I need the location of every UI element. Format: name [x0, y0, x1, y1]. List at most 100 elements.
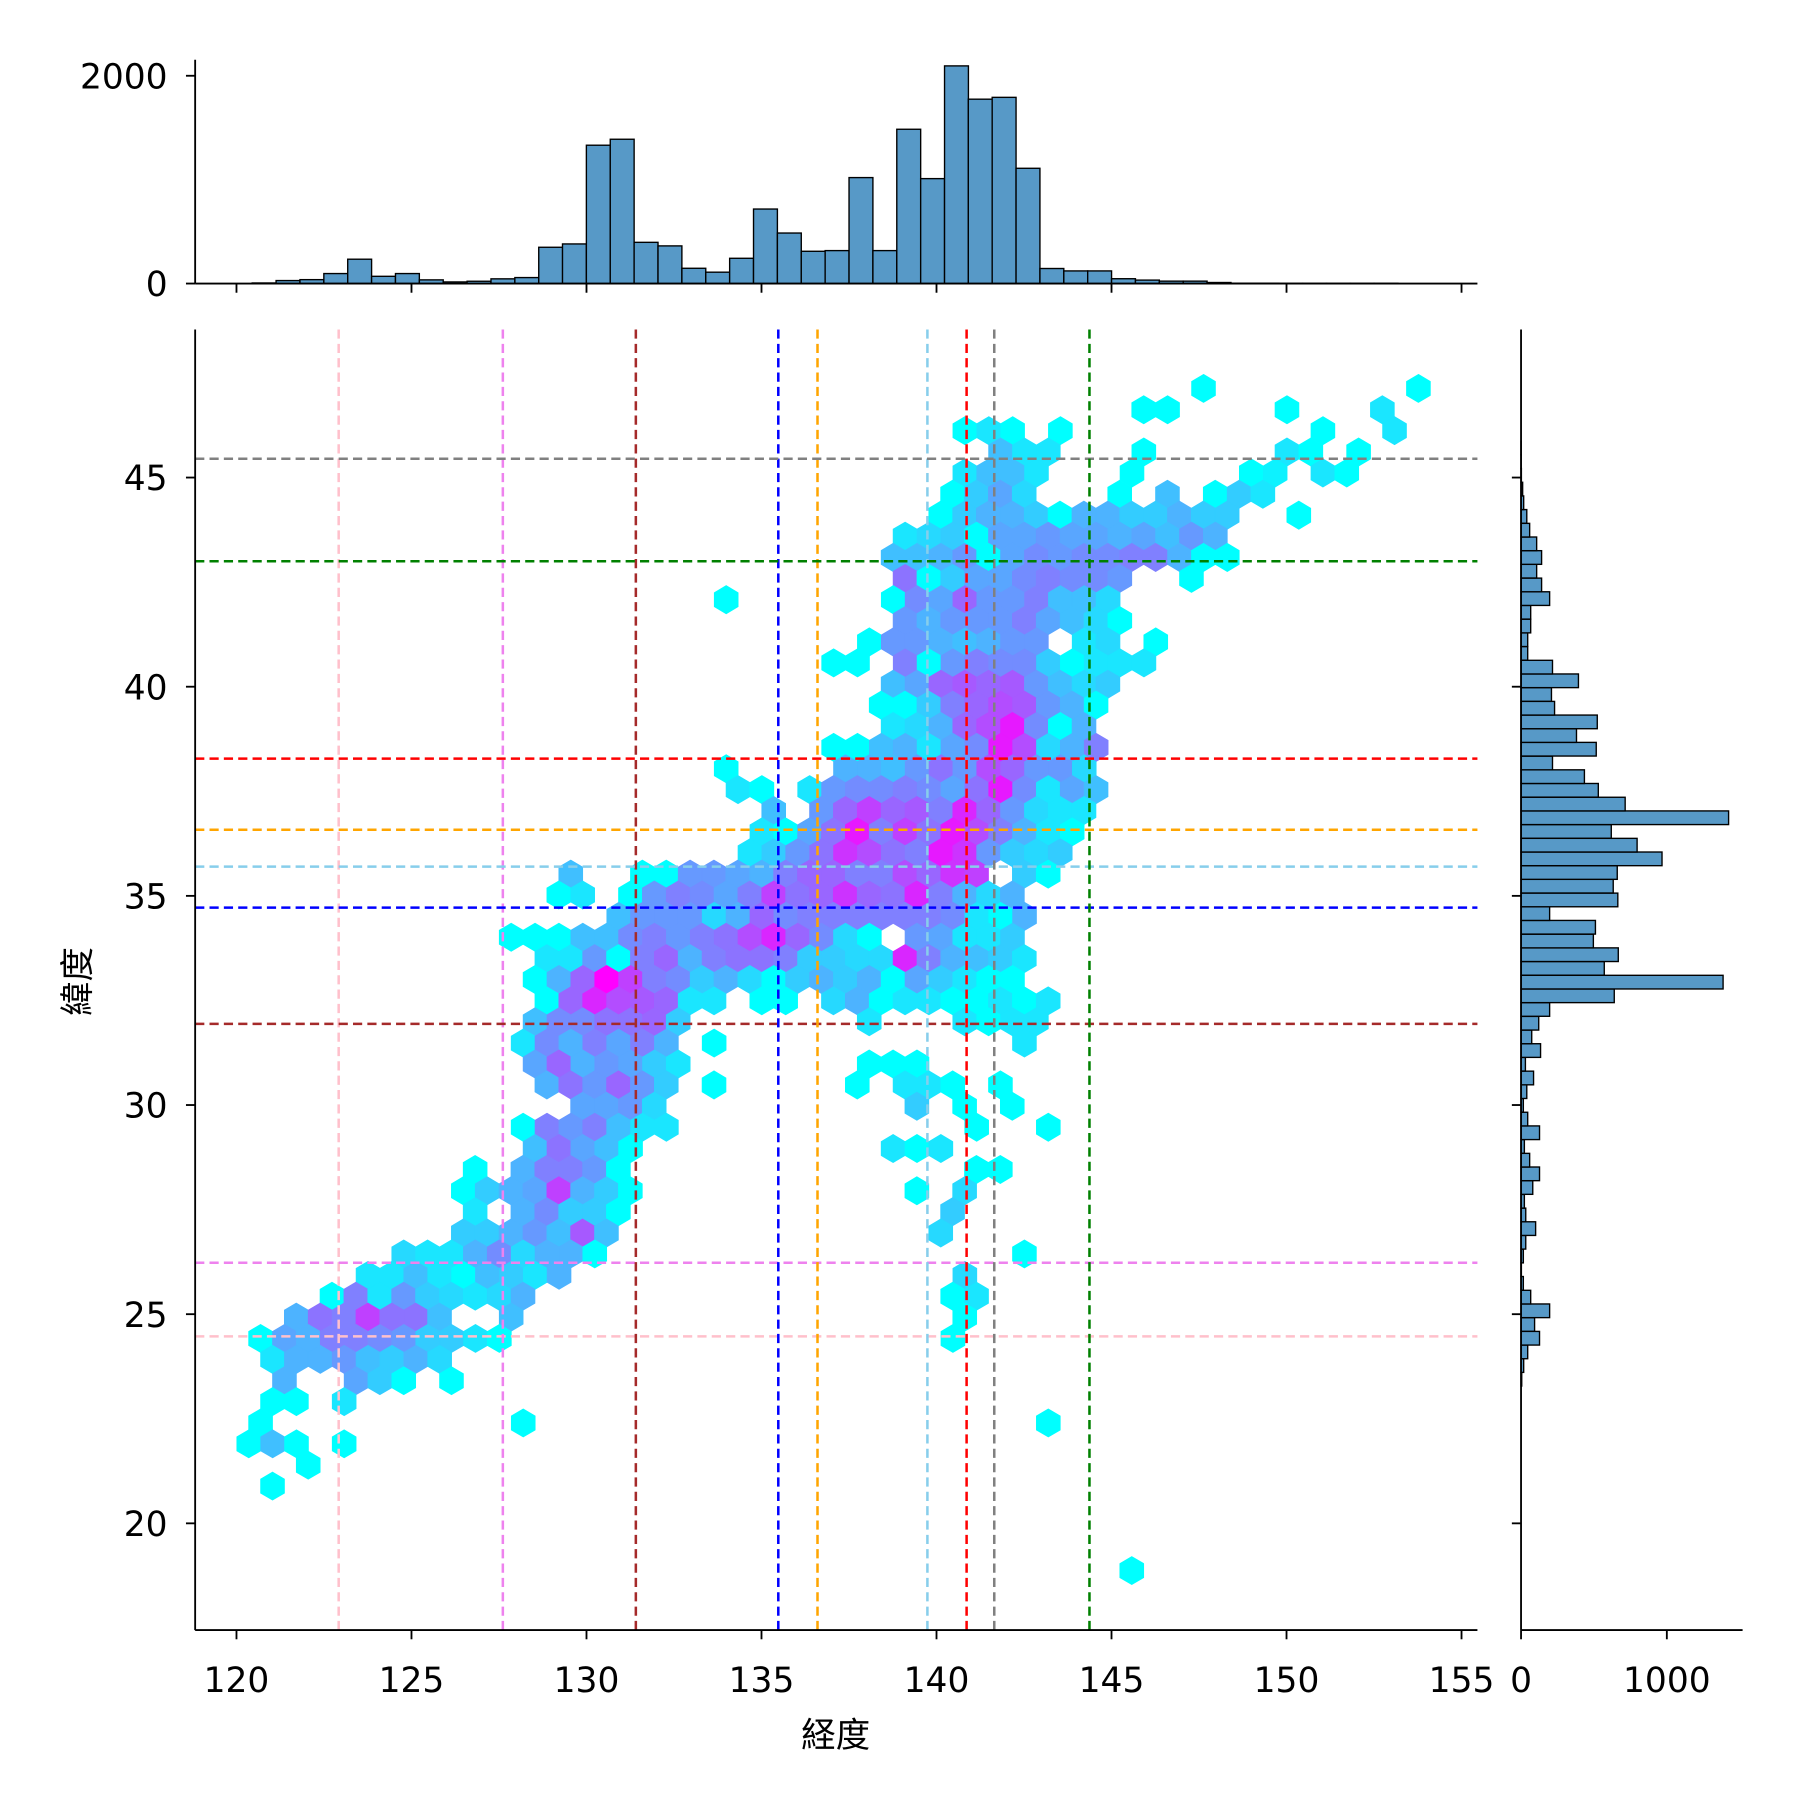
hexbin-cell	[1119, 458, 1145, 488]
right-histogram-bar	[1520, 604, 1532, 620]
hexbin-cell	[1179, 563, 1204, 593]
hexbin-cell	[1274, 395, 1300, 425]
hexbin-cell	[1036, 1112, 1061, 1142]
hexbin-cell	[391, 1366, 417, 1396]
top-histogram-bar	[1063, 270, 1089, 285]
top-histogram-bar	[705, 271, 731, 285]
hexbin-cell	[845, 648, 870, 678]
hexbin-cell	[701, 986, 727, 1016]
right-histogram-bar	[1520, 1043, 1542, 1059]
right-histogram-bar	[1520, 823, 1612, 839]
hexbin-cell	[856, 1007, 882, 1037]
x-tick-label: 130	[554, 1661, 620, 1701]
top-histogram-bar	[681, 267, 707, 285]
right-histogram-bar	[1520, 728, 1578, 744]
hexbin-cell	[510, 1408, 536, 1438]
y-tick-label: 45	[124, 459, 168, 499]
hexbin-cell	[928, 1218, 954, 1248]
hexbin-cell	[880, 1134, 906, 1164]
top-histogram-bar	[370, 275, 397, 285]
right-histogram-bar	[1520, 1125, 1541, 1141]
y-tick-label: 25	[124, 1296, 168, 1336]
hexbin-cell	[713, 585, 739, 615]
hexbin-cell	[1155, 395, 1180, 425]
hexbin-cell	[260, 1471, 285, 1501]
hexbin-cell	[1250, 479, 1276, 509]
hexbin-cell	[1191, 373, 1216, 403]
right-histogram-bar	[1520, 864, 1618, 881]
top-histogram-bar	[896, 128, 922, 285]
right-histogram-bar	[1520, 933, 1595, 949]
top-histogram-bar	[1087, 270, 1113, 285]
right-histogram-bar	[1520, 577, 1543, 593]
top-histogram-bar	[824, 249, 850, 285]
y-axis-label: 緯度	[59, 947, 99, 1016]
right-histogram-bar	[1520, 549, 1543, 566]
hexbin-cell	[1334, 458, 1360, 488]
hexbin-cell	[821, 648, 846, 678]
hexbin-cell	[952, 416, 978, 446]
hexbin-cell	[487, 1324, 512, 1353]
hexbin-cell	[928, 1134, 954, 1164]
right-histogram-bar	[1520, 714, 1598, 730]
hexbin-cell	[1012, 1028, 1037, 1058]
right-histogram-bar	[1520, 659, 1554, 675]
top-histogram-bar	[800, 250, 826, 285]
hexbin-cell	[904, 1091, 930, 1121]
right-hist-x-tick-label: 0	[1510, 1661, 1532, 1701]
hexbin-cell	[988, 1155, 1013, 1184]
hexbin-cell	[845, 1070, 870, 1100]
x-tick-label: 120	[204, 1661, 270, 1701]
hexbin-cell	[295, 1450, 321, 1480]
right-histogram-bar	[1520, 1303, 1551, 1319]
right-histogram-bar	[1520, 522, 1531, 538]
right-histogram-bar	[1520, 632, 1529, 648]
top-hist-y-tick-label: 2000	[80, 57, 168, 97]
right-histogram-bar	[1520, 741, 1597, 757]
hexbin-cell	[654, 1112, 679, 1142]
right-histogram-bar	[1520, 645, 1529, 661]
hexbin-cell	[1406, 373, 1431, 403]
hexbin-cell	[439, 1366, 464, 1396]
right-histogram-bar	[1520, 837, 1638, 853]
right-histogram-bar	[1520, 563, 1538, 579]
top-histogram-bar	[848, 176, 874, 285]
hexbin-cell	[463, 1324, 488, 1353]
x-axis-label: 経度	[801, 1716, 870, 1756]
right-histogram-bar	[1520, 1029, 1533, 1045]
right-histogram-bar	[1520, 1152, 1531, 1168]
right-histogram-bar	[1520, 1344, 1529, 1360]
hexbin-cell	[546, 1260, 572, 1290]
y-tick-label: 20	[124, 1505, 168, 1545]
right-histogram-bar	[1520, 536, 1538, 552]
top-histogram-bar	[776, 232, 802, 285]
right-histogram-bar	[1520, 919, 1597, 935]
hexbin-cells	[236, 373, 1431, 1586]
hexbin-cell	[701, 1028, 727, 1058]
hexbin-cell	[1286, 500, 1312, 530]
top-histogram-bar	[585, 144, 611, 285]
right-histogram-bar	[1520, 1289, 1532, 1305]
top-histogram-bar	[919, 177, 946, 285]
hexbin-cell	[1382, 416, 1407, 446]
right-histogram-bar	[1520, 782, 1599, 798]
hexbin-cell	[773, 986, 798, 1016]
top-histogram-bar	[967, 98, 993, 285]
right-histogram-bar	[1520, 892, 1619, 908]
top-histogram-bar	[561, 243, 588, 285]
top-histogram-bar	[323, 272, 349, 285]
right-histogram-bar	[1520, 755, 1554, 771]
hexbin-cell	[1131, 395, 1156, 425]
right-histogram-bar	[1520, 947, 1619, 963]
right-hist-x-tick-label: 1000	[1623, 1661, 1711, 1701]
top-histogram-bar	[394, 272, 421, 285]
right-histogram-bar	[1520, 878, 1614, 894]
hexbin-cell	[570, 880, 595, 910]
top-histogram-bar	[657, 245, 683, 285]
hexbin-cell	[1036, 1408, 1061, 1438]
right-marginal-histogram	[1520, 440, 1730, 1387]
x-tick-label: 135	[729, 1661, 795, 1701]
hexbin-cell	[284, 1387, 309, 1417]
hexbin-cell	[964, 1112, 989, 1142]
